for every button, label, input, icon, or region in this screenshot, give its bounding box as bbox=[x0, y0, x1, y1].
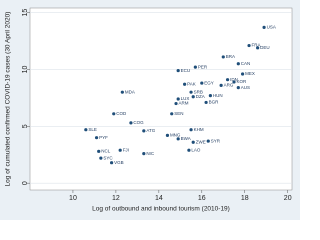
point-label: MDA bbox=[125, 89, 135, 94]
point bbox=[232, 80, 236, 84]
x-tick-label: 18 bbox=[241, 195, 249, 202]
point bbox=[142, 152, 146, 156]
point-label: LAO bbox=[191, 147, 201, 152]
y-tick-label: 0 bbox=[22, 181, 29, 185]
point-label: IDN bbox=[230, 77, 238, 82]
point bbox=[176, 68, 180, 73]
point bbox=[208, 93, 212, 98]
point bbox=[191, 140, 195, 144]
point-label: BRA bbox=[226, 54, 235, 59]
point-label: PYF bbox=[99, 135, 108, 140]
point-label: LUX bbox=[181, 96, 190, 101]
point-label: ATG bbox=[146, 128, 155, 133]
point-label: SRB bbox=[194, 89, 203, 94]
point bbox=[236, 62, 240, 66]
point bbox=[191, 95, 195, 99]
x-tick-label: 16 bbox=[198, 195, 206, 202]
point-label: KHM bbox=[194, 127, 204, 132]
point-label: PAK bbox=[187, 81, 196, 86]
point-label: PER bbox=[198, 64, 208, 69]
point-label: BWA bbox=[181, 136, 191, 141]
point-label: VGB bbox=[114, 160, 124, 165]
x-axis-title: Log of outbound and inbound tourism (201… bbox=[92, 206, 230, 213]
point-label: KOR bbox=[237, 79, 248, 84]
point-label: EGY bbox=[204, 80, 214, 85]
point-label: DEU bbox=[260, 45, 270, 50]
point bbox=[165, 133, 170, 137]
point bbox=[256, 46, 260, 50]
point bbox=[225, 78, 230, 82]
point-label: SYC bbox=[103, 155, 113, 160]
point bbox=[247, 43, 251, 48]
point bbox=[118, 148, 122, 152]
x-tick-label: 10 bbox=[69, 195, 77, 202]
point-label: CAN bbox=[241, 61, 251, 66]
point bbox=[189, 128, 193, 132]
point bbox=[120, 90, 124, 94]
y-tick-label: 10 bbox=[22, 65, 29, 73]
point bbox=[112, 112, 116, 116]
point-label: SYR bbox=[211, 138, 221, 143]
plot-area bbox=[29, 7, 293, 191]
point bbox=[97, 149, 101, 153]
point-label: ARG bbox=[224, 83, 234, 88]
point bbox=[200, 81, 204, 85]
point bbox=[129, 121, 133, 125]
y-axis-title: Log of cumulated confirmed COVID-19 case… bbox=[5, 12, 12, 187]
point bbox=[219, 83, 223, 87]
point-label: DZA bbox=[196, 94, 205, 99]
point bbox=[99, 156, 103, 160]
point bbox=[204, 100, 208, 105]
x-tick-label: 20 bbox=[284, 195, 292, 202]
point-label: NCL bbox=[101, 149, 110, 154]
point bbox=[110, 161, 114, 165]
point-label: FJI bbox=[123, 147, 129, 152]
point-label: FRA bbox=[252, 43, 261, 48]
point bbox=[193, 65, 197, 69]
point bbox=[170, 112, 174, 116]
x-tick-label: 14 bbox=[155, 195, 163, 202]
chart: Log of outbound and inbound tourism (201… bbox=[0, 0, 300, 220]
point bbox=[221, 55, 225, 59]
point-label: MNG bbox=[170, 133, 181, 138]
point bbox=[183, 82, 187, 86]
point bbox=[174, 101, 178, 106]
y-tick-label: 15 bbox=[22, 9, 29, 17]
point bbox=[176, 137, 180, 141]
point bbox=[142, 129, 146, 133]
point bbox=[236, 86, 240, 90]
point-label: HUN bbox=[213, 93, 223, 98]
point bbox=[262, 25, 266, 29]
point-label: COD bbox=[116, 111, 127, 116]
point-label: SEN bbox=[174, 111, 183, 116]
point bbox=[241, 72, 245, 76]
point-label: SLE bbox=[88, 127, 97, 132]
point bbox=[176, 97, 180, 101]
point-label: MEX bbox=[245, 71, 255, 76]
point-label: ARM bbox=[179, 101, 189, 106]
point-label: BGR bbox=[209, 100, 220, 105]
point bbox=[187, 148, 191, 152]
point-label: AUS bbox=[241, 85, 250, 90]
point bbox=[94, 136, 99, 140]
point-label: COG bbox=[133, 120, 144, 125]
point bbox=[189, 90, 193, 94]
point-label: ZWE bbox=[196, 139, 206, 144]
point bbox=[206, 139, 210, 143]
point bbox=[84, 128, 88, 132]
point-label: USA bbox=[267, 25, 276, 30]
point-label: ECU bbox=[181, 68, 191, 73]
x-tick-label: 12 bbox=[112, 195, 120, 202]
point-label: NIC bbox=[146, 151, 155, 156]
y-tick-label: 5 bbox=[22, 124, 29, 128]
